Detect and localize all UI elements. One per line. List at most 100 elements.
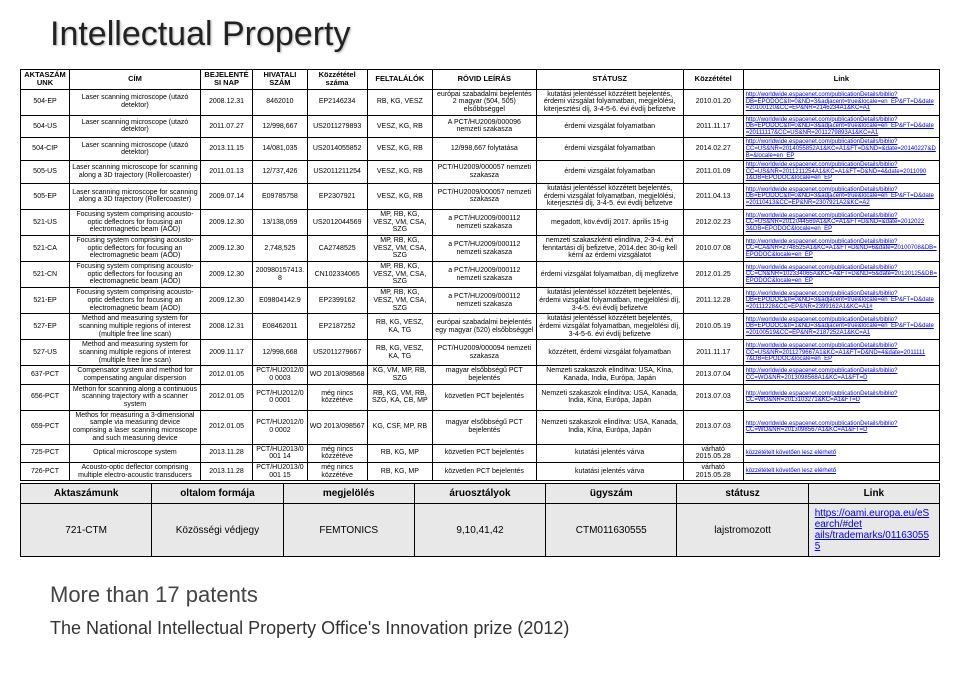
cell-rov: PCT/HU2009/000057 nemzeti szakasza (433, 161, 537, 184)
cell-kozt: 2013.07.04 (683, 366, 743, 384)
table-header-row: AKTASZÁMUNKCÍMBEJELENTÉSI NAPHIVATALI SZ… (21, 70, 940, 90)
cell-bej: 2012.01.05 (200, 384, 252, 410)
cell-link: http://worldwide.espacenet.com/publicati… (743, 161, 939, 184)
cell-sta: érdemi vizsgálat folyamatban (536, 115, 683, 138)
cell-rov: európai szabadalmi bejelentés 2 magyar (… (433, 89, 537, 115)
cell-rov: a PCT/HU2009/000112 nemzeti szakasza (433, 236, 537, 262)
cell-hiv: PCT/HU2012/00 0001 (253, 384, 308, 410)
cell-koz: US2011279893 (307, 115, 367, 138)
cell-link: http://worldwide.espacenet.com/publicati… (743, 209, 939, 235)
col-header: STÁTUSZ (536, 70, 683, 90)
cell-koz: WO 2013/098567 (307, 410, 367, 444)
cell-hiv: 12/998,668 (253, 340, 308, 366)
cell-hiv: PCT/HU2013/0001 14 (253, 444, 308, 462)
cell-sta: Nemzeti szakaszok elindítva: USA, Kanada… (536, 410, 683, 444)
table-row: 521-CAFocusing system comprising acousto… (21, 236, 940, 262)
cell-hiv: 2,748,525 (253, 236, 308, 262)
cell-cim: Compensator system and method for compen… (70, 366, 201, 384)
col-header: Aktaszámunk (21, 484, 152, 504)
cell-kozt: 2010.05.19 (683, 314, 743, 340)
cell-aru: 9,10,41,42 (414, 504, 545, 557)
cell-kozt: 2010.07.08 (683, 236, 743, 262)
footer-patents-count: More than 17 patents (50, 582, 940, 608)
table-header-row: Aktaszámunkoltalom formájamegjelölésáruo… (21, 484, 940, 504)
cell-kozt: 2011.12.28 (683, 288, 743, 314)
trademark-table: Aktaszámunkoltalom formájamegjelölésáruo… (20, 483, 940, 557)
cell-koz: CA2748525 (307, 236, 367, 262)
cell-fel: MP, RB, KG, VESZ, VM, CSA, SZG (367, 288, 432, 314)
cell-cim: Methos for measuring a 3-dimensional sam… (70, 410, 201, 444)
cell-akt: 527-US (21, 340, 70, 366)
cell-bej: 2013.11.28 (200, 462, 252, 480)
cell-sta: kutatási jelentéssel közzétett bejelenté… (536, 89, 683, 115)
cell-kozt: 2012.01.25 (683, 262, 743, 288)
col-header: áruosztályok (414, 484, 545, 504)
cell-akt: 521-CA (21, 236, 70, 262)
cell-bej: 2009.12.30 (200, 288, 252, 314)
cell-rov: a PCT/HU2009/000112 nemzeti szakasza (433, 288, 537, 314)
cell-koz: CN102334065 (307, 262, 367, 288)
col-header: státusz (677, 484, 808, 504)
col-header: BEJELENTÉSI NAP (200, 70, 252, 90)
table-row: 527-EPMethod and measuring system for sc… (21, 314, 940, 340)
cell-link: http://worldwide.espacenet.com/publicati… (743, 236, 939, 262)
cell-koz: még nincs közzétéve (307, 384, 367, 410)
cell-bej: 2013.11.28 (200, 444, 252, 462)
cell-bej: 2012.01.05 (200, 410, 252, 444)
cell-rov: a PCT/HU2009/000112 nemzeti szakasza (433, 262, 537, 288)
cell-fel: MP, RB, KG, VESZ, VM, CSA, SZG (367, 209, 432, 235)
cell-kozt: 2010.01.20 (683, 89, 743, 115)
cell-akt: 505-US (21, 161, 70, 184)
cell-koz: EP2399162 (307, 288, 367, 314)
col-header: oltalom formája (152, 484, 283, 504)
cell-kozt: 2014.02.27 (683, 138, 743, 161)
cell-rov: PCT/HU2009/000057 nemzeti szakasza (433, 183, 537, 209)
cell-sta: érdemi vizsgálat folyamatban (536, 138, 683, 161)
cell-koz: US2012044569 (307, 209, 367, 235)
cell-koz: US2011211254 (307, 161, 367, 184)
table-row: 504-USLaser scanning microscope (utazó d… (21, 115, 940, 138)
cell-hiv: 200980157413.8 (253, 262, 308, 288)
cell-hiv: PCT/HU2012/00 0002 (253, 410, 308, 444)
cell-link: http://worldwide.espacenet.com/publicati… (743, 384, 939, 410)
cell-akt: 721-CTM (21, 504, 152, 557)
col-header: ügyszám (546, 484, 677, 504)
cell-akt: 521-CN (21, 262, 70, 288)
cell-link: http://worldwide.espacenet.com/publicati… (743, 340, 939, 366)
cell-link: http://worldwide.espacenet.com/publicati… (743, 183, 939, 209)
table-row: 721-CTMKözösségi védjegyFEMTONICS9,10,41… (21, 504, 940, 557)
cell-link: http://worldwide.espacenet.com/publicati… (743, 138, 939, 161)
col-header: Link (808, 484, 939, 504)
cell-bej: 2009.11.17 (200, 340, 252, 366)
cell-link: http://worldwide.espacenet.com/publicati… (743, 262, 939, 288)
col-header: FELTALÁLÓK (367, 70, 432, 90)
table-row: 725-PCTOptical microscope system2013.11.… (21, 444, 940, 462)
cell-link: https://oami.europa.eu/eSearch/#det ails… (808, 504, 939, 557)
table-row: 504-CIPLaser scanning microscope (utazó … (21, 138, 940, 161)
cell-sta: kutatási jelentés várva (536, 462, 683, 480)
cell-koz: WO 2013/098568 (307, 366, 367, 384)
cell-kozt: 2013.07.03 (683, 384, 743, 410)
cell-cim: Methon for scanning along a continuous s… (70, 384, 201, 410)
cell-akt: 726-PCT (21, 462, 70, 480)
cell-akt: 504-EP (21, 89, 70, 115)
cell-bej: 2011.01.13 (200, 161, 252, 184)
cell-cim: Laser scanning microscope (utazó detekto… (70, 89, 201, 115)
cell-sta: nemzeti szakaszkénti elindítva, 2-3-4. é… (536, 236, 683, 262)
cell-bej: 2008.12.31 (200, 314, 252, 340)
cell-cim: Method and measuring system for scanning… (70, 314, 201, 340)
cell-hiv: 12/998,667 (253, 115, 308, 138)
cell-kozt: 2011.04.13 (683, 183, 743, 209)
cell-bej: 2009.12.30 (200, 236, 252, 262)
cell-fel: VESZ, KG, RB (367, 161, 432, 184)
cell-akt: 637-PCT (21, 366, 70, 384)
col-header: Közzététel száma (307, 70, 367, 90)
cell-bej: 2009.07.14 (200, 183, 252, 209)
cell-cim: Focusing system comprising acousto-optic… (70, 236, 201, 262)
cell-bej: 2009.12.30 (200, 262, 252, 288)
cell-fel: RB, KG, VM, RB, SZG, KA, CB, MP (367, 384, 432, 410)
table-row: 527-USMethod and measuring system for sc… (21, 340, 940, 366)
cell-hiv: E08462011 (253, 314, 308, 340)
cell-bej: 2008.12.31 (200, 89, 252, 115)
cell-hiv: E09804142.9 (253, 288, 308, 314)
